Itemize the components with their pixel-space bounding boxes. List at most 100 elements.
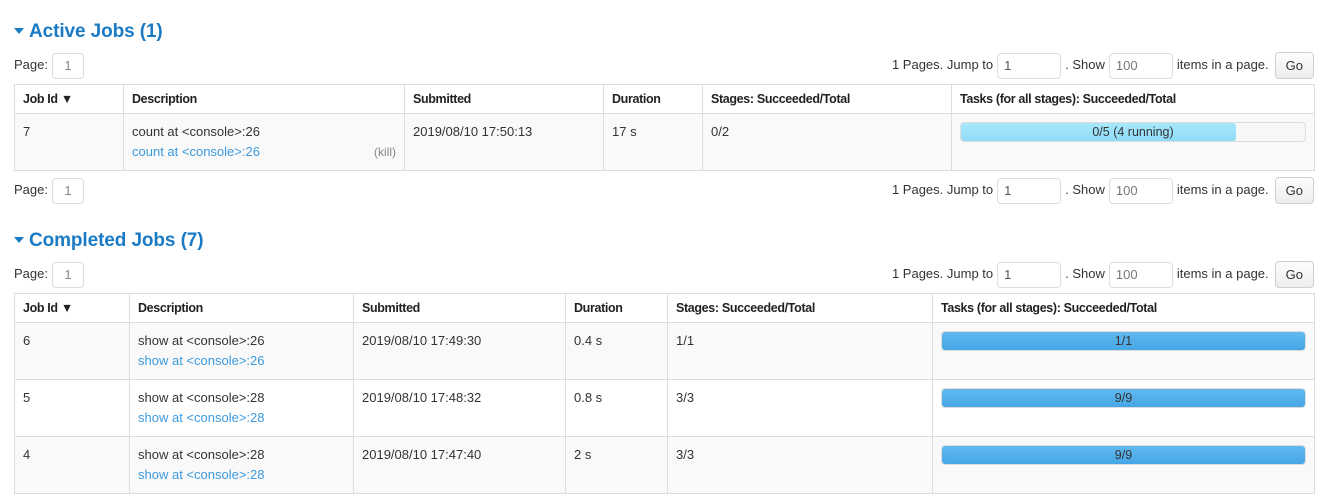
completed-top-jump-group: 1 Pages. Jump to . Show items in a page. Go: [892, 255, 1314, 293]
active-col-job-id[interactable]: Job Id ▼: [14, 84, 124, 115]
completed-top-pages-text: 1 Pages. Jump to: [891, 266, 994, 282]
completed-col-tasks[interactable]: Tasks (for all stages): Succeeded/Total: [932, 293, 1315, 324]
active-cell-duration: 17 s: [603, 113, 703, 172]
active-top-pages-text: 1 Pages. Jump to: [891, 57, 994, 73]
active-bottom-pages-text: 1 Pages. Jump to: [891, 182, 994, 198]
active-bottom-page-input[interactable]: [51, 177, 84, 204]
completed-jobs-header-row: Job Id ▼ Description Submitted Duration …: [14, 293, 1315, 324]
completed-cell-tasks: 9/9: [932, 436, 1315, 495]
task-progress-bar: 1/1: [941, 331, 1306, 352]
active-bottom-show-label: . Show: [1065, 182, 1105, 198]
completed-col-description[interactable]: Description: [129, 293, 354, 324]
task-progress-bar: 9/9: [941, 445, 1306, 466]
active-col-duration[interactable]: Duration: [603, 84, 703, 115]
completed-jobs-table: Job Id ▼ Description Submitted Duration …: [14, 293, 1315, 495]
completed-cell-stages: 3/3: [667, 436, 933, 495]
table-row: 5 show at <console>:28 show at <console>…: [14, 379, 1315, 438]
active-description-link[interactable]: count at <console>:26: [132, 144, 260, 160]
completed-top-go-button[interactable]: Go: [1274, 261, 1314, 289]
completed-cell-description: show at <console>:28 show at <console>:2…: [129, 379, 354, 438]
active-jobs-heading[interactable]: Active Jobs (1): [14, 0, 1314, 46]
completed-jobs-heading-text: Completed Jobs (7): [29, 230, 204, 252]
completed-cell-job-id: 5: [14, 379, 130, 438]
active-cell-tasks: 0/5 (4 running): [951, 113, 1315, 172]
active-description-text: count at <console>:26: [132, 124, 260, 140]
completed-description-links: show at <console>:28: [138, 465, 345, 485]
active-top-page-group: Page:: [14, 46, 84, 84]
task-progress-label: 9/9: [1114, 391, 1133, 406]
completed-description-text: show at <console>:28: [138, 447, 265, 463]
active-jobs-table: Job Id ▼ Description Submitted Duration …: [14, 84, 1315, 172]
completed-description-link[interactable]: show at <console>:28: [138, 467, 265, 483]
active-bottom-show-input[interactable]: [1108, 177, 1173, 204]
completed-cell-duration: 2 s: [565, 436, 668, 495]
active-top-page-label: Page:: [14, 57, 48, 73]
completed-top-page-label: Page:: [14, 266, 48, 282]
completed-jobs-body: 6 show at <console>:26 show at <console>…: [14, 322, 1315, 495]
kill-job-link[interactable]: (kill): [374, 145, 396, 160]
completed-cell-duration: 0.4 s: [565, 322, 668, 381]
task-progress-bar: 0/5 (4 running): [960, 122, 1306, 143]
completed-description-links: show at <console>:28: [138, 408, 345, 428]
active-bottom-items-text: items in a page.: [1176, 182, 1269, 198]
active-col-tasks[interactable]: Tasks (for all stages): Succeeded/Total: [951, 84, 1315, 115]
completed-col-duration[interactable]: Duration: [565, 293, 668, 324]
completed-description-text: show at <console>:28: [138, 390, 265, 406]
completed-top-show-label: . Show: [1065, 266, 1105, 282]
completed-cell-duration: 0.8 s: [565, 379, 668, 438]
completed-cell-stages: 1/1: [667, 322, 933, 381]
completed-top-items-text: items in a page.: [1176, 266, 1269, 282]
active-top-show-input[interactable]: [1108, 52, 1173, 79]
active-cell-stages: 0/2: [702, 113, 952, 172]
task-progress-label: 0/5 (4 running): [1092, 125, 1174, 140]
task-progress-fill: [942, 332, 1305, 351]
task-progress-fill: [942, 446, 1305, 465]
active-top-items-text: items in a page.: [1176, 57, 1269, 73]
caret-down-icon: [14, 237, 24, 244]
completed-col-submitted[interactable]: Submitted: [353, 293, 566, 324]
active-cell-job-id: 7: [14, 113, 124, 172]
table-row: 4 show at <console>:28 show at <console>…: [14, 436, 1315, 495]
active-top-jump-group: 1 Pages. Jump to . Show items in a page. Go: [892, 46, 1314, 84]
completed-description-links: show at <console>:26: [138, 351, 345, 371]
task-progress-fill: [961, 123, 1237, 142]
completed-top-show-input[interactable]: [1108, 261, 1173, 288]
active-jobs-bottom-pagination: Page: 1 Pages. Jump to . Show items in a p…: [14, 171, 1314, 209]
completed-cell-tasks: 9/9: [932, 379, 1315, 438]
active-col-submitted[interactable]: Submitted: [404, 84, 604, 115]
active-bottom-go-button[interactable]: Go: [1274, 177, 1314, 205]
task-progress-label: 9/9: [1114, 448, 1133, 463]
task-progress-bar: 9/9: [941, 388, 1306, 409]
active-cell-description: count at <console>:26 count at <console>…: [123, 113, 405, 172]
caret-down-icon: [14, 28, 24, 34]
completed-cell-job-id: 4: [14, 436, 130, 495]
completed-jobs-heading[interactable]: Completed Jobs (7): [14, 209, 1314, 255]
completed-cell-submitted: 2019/08/10 17:49:30: [353, 322, 566, 381]
completed-top-jump-input[interactable]: [997, 261, 1062, 288]
active-top-go-button[interactable]: Go: [1274, 52, 1314, 80]
active-jobs-header-row: Job Id ▼ Description Submitted Duration …: [14, 84, 1315, 115]
active-col-description[interactable]: Description: [123, 84, 405, 115]
completed-description-link[interactable]: show at <console>:26: [138, 353, 265, 369]
completed-description-link[interactable]: show at <console>:28: [138, 410, 265, 426]
active-bottom-page-label: Page:: [14, 182, 48, 198]
completed-top-page-input[interactable]: [51, 261, 84, 288]
completed-col-job-id[interactable]: Job Id ▼: [14, 293, 130, 324]
table-row: 6 show at <console>:26 show at <console>…: [14, 322, 1315, 381]
active-bottom-jump-input[interactable]: [997, 177, 1062, 204]
completed-col-stages[interactable]: Stages: Succeeded/Total: [667, 293, 933, 324]
completed-cell-submitted: 2019/08/10 17:47:40: [353, 436, 566, 495]
completed-description-text: show at <console>:26: [138, 333, 265, 349]
active-top-page-input[interactable]: [51, 52, 84, 79]
completed-jobs-top-pagination: Page: 1 Pages. Jump to . Show items in a p…: [14, 255, 1314, 293]
table-row: 7 count at <console>:26 count at <consol…: [14, 113, 1315, 172]
active-bottom-jump-group: 1 Pages. Jump to . Show items in a page. Go: [892, 171, 1314, 209]
active-description-links: count at <console>:26 (kill): [132, 142, 396, 162]
active-top-jump-input[interactable]: [997, 52, 1062, 79]
active-cell-submitted: 2019/08/10 17:50:13: [404, 113, 604, 172]
active-col-stages[interactable]: Stages: Succeeded/Total: [702, 84, 952, 115]
active-jobs-top-pagination: Page: 1 Pages. Jump to . Show items in a p…: [14, 46, 1314, 84]
completed-cell-description: show at <console>:26 show at <console>:2…: [129, 322, 354, 381]
active-jobs-heading-text: Active Jobs (1): [29, 21, 163, 42]
